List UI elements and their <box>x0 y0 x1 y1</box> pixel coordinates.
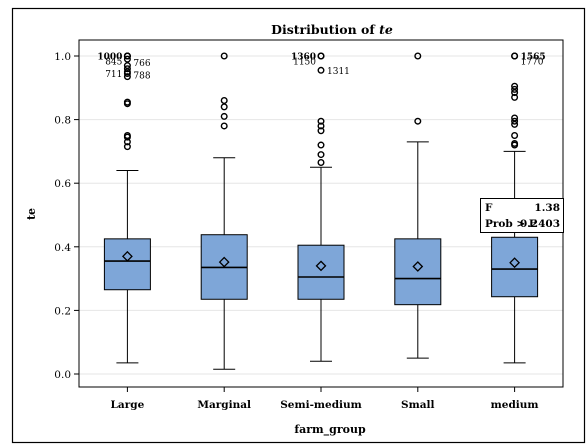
f-test-inset: F 1.38 Prob > F 0.2403 <box>480 198 564 233</box>
outlier-point <box>123 62 131 70</box>
inset-prob-key: Prob > F <box>485 218 537 230</box>
box-group-marginal <box>200 52 248 370</box>
outlier-label: 1311 <box>327 67 350 77</box>
x-tick-label: Semi-medium <box>280 399 362 411</box>
outlier-point <box>511 93 519 101</box>
outlier-point <box>511 139 519 147</box>
outlier-point <box>317 159 325 167</box>
outlier-point <box>123 98 131 106</box>
outlier-label: 1000 <box>97 53 122 63</box>
outlier-label: 1770 <box>521 57 544 67</box>
gridlines <box>79 55 563 375</box>
x-axis: Large Marginal Semi-medium Small medium <box>111 387 539 411</box>
outlier-point <box>123 73 131 81</box>
x-tick-label: Marginal <box>197 399 251 411</box>
x-tick-label: Small <box>401 399 434 411</box>
x-tick-label: Large <box>111 399 145 411</box>
outlier-point <box>123 131 131 139</box>
outlier-point <box>123 138 131 146</box>
inset-border <box>480 198 564 233</box>
chart-title-prefix: Distribution of <box>271 22 379 37</box>
mean-marker <box>509 257 521 269</box>
mean-marker <box>218 256 230 268</box>
outlier-point <box>220 112 228 120</box>
outlier-point <box>511 82 519 90</box>
outlier-point <box>414 117 422 125</box>
outlier-point <box>317 151 325 159</box>
y-tick-label: 0.4 <box>54 242 71 254</box>
outlier-point <box>220 122 228 130</box>
outlier-point <box>511 52 519 60</box>
outlier-point <box>511 117 519 125</box>
y-tick-label: 0.6 <box>54 178 71 190</box>
y-tick-label: 1.0 <box>54 51 71 63</box>
outlier-point <box>511 131 519 139</box>
y-axis: 0.0 0.2 0.4 0.6 0.8 1.0 <box>54 51 79 381</box>
outlier-point <box>511 89 519 97</box>
outlier-label: 845 <box>105 57 122 67</box>
outlier-label: 766 <box>133 59 150 69</box>
outlier-point <box>511 85 519 93</box>
outlier-point <box>123 65 131 73</box>
chart-title: Distribution of te <box>271 22 393 37</box>
outlier-point <box>220 103 228 111</box>
outlier-point <box>317 141 325 149</box>
outlier-label: 711 <box>105 70 122 80</box>
outlier-point <box>220 52 228 60</box>
inset-f-value: 1.38 <box>534 202 560 214</box>
outlier-point <box>317 66 325 74</box>
outlier-label: 1360 <box>291 53 316 63</box>
outlier-point <box>414 52 422 60</box>
outlier-point <box>220 97 228 105</box>
iqr-box <box>297 244 345 300</box>
outlier-point <box>511 120 519 128</box>
x-axis-title: farm_group <box>294 423 366 437</box>
outlier-point <box>511 114 519 122</box>
y-tick-label: 0.0 <box>54 369 71 381</box>
inset-f-key: F <box>485 202 493 214</box>
outlier-label: 1150 <box>293 57 316 67</box>
outlier-point <box>123 52 131 60</box>
y-tick-label: 0.8 <box>54 115 71 127</box>
x-tick-label: medium <box>491 399 539 411</box>
chart-title-variable: te <box>379 22 393 37</box>
iqr-box <box>103 238 151 291</box>
outlier-point <box>123 143 131 151</box>
box-group-small <box>394 52 442 359</box>
outlier-point <box>123 55 131 63</box>
outlier-point <box>123 68 131 76</box>
outlier-point <box>317 117 325 125</box>
outlier-point <box>317 52 325 60</box>
outlier-label: 788 <box>133 72 150 82</box>
mean-marker <box>315 260 327 272</box>
mean-marker <box>412 261 424 272</box>
outlier-label: 1565 <box>521 53 546 63</box>
outlier-point <box>317 122 325 130</box>
y-tick-label: 0.2 <box>54 305 71 317</box>
y-axis-title: te <box>25 208 38 220</box>
outlier-point <box>317 127 325 135</box>
mean-marker <box>121 250 133 262</box>
inset-prob-value: 0.2403 <box>520 218 560 230</box>
